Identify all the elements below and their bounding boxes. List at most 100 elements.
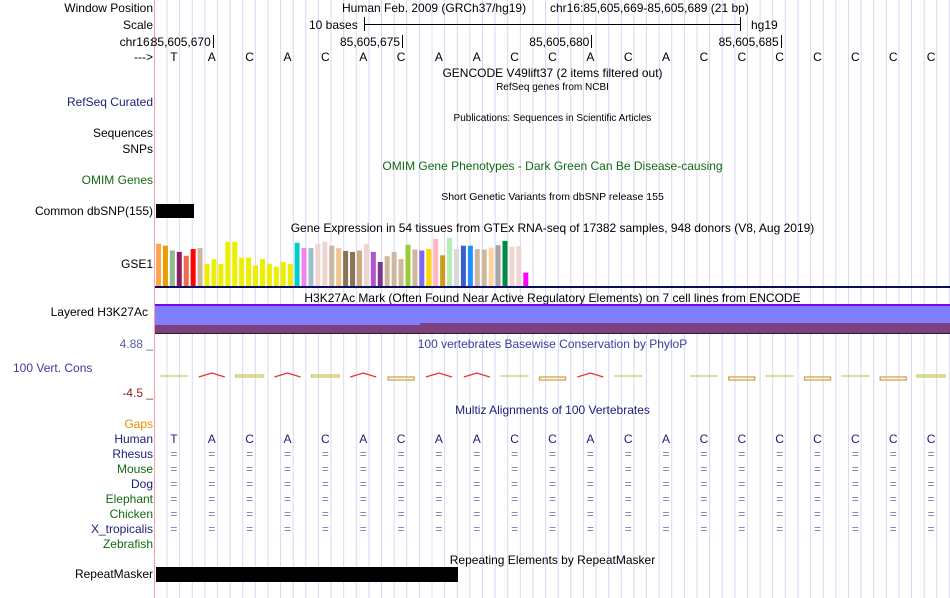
gtex-tissue-bar[interactable] (509, 246, 515, 286)
alignment-match: = (776, 462, 784, 476)
gtex-tissue-bar[interactable] (176, 251, 182, 286)
gtex-tissue-bar[interactable] (280, 262, 286, 286)
gtex-track-label[interactable]: GSE1 (120, 257, 153, 271)
gtex-tissue-bar[interactable] (266, 263, 272, 286)
gtex-tissue-bar[interactable] (218, 263, 224, 286)
gtex-tissue-bar[interactable] (516, 246, 522, 286)
dbsnp-track-title[interactable]: Short Genetic Variants from dbSNP releas… (441, 191, 664, 203)
publications-snps-label[interactable]: SNPs (122, 142, 153, 156)
gtex-tissue-bar[interactable] (356, 250, 362, 286)
gtex-tissue-bar[interactable] (412, 249, 418, 286)
alignment-match: = (662, 492, 670, 506)
alignment-match: = (851, 522, 859, 536)
gtex-tissue-bar[interactable] (294, 242, 300, 286)
gtex-tissue-bar[interactable] (502, 240, 508, 286)
gtex-tissue-bar[interactable] (197, 248, 203, 286)
gtex-tissue-bar[interactable] (495, 245, 501, 286)
cons-track-label[interactable]: 100 Vert. Cons (13, 361, 93, 375)
gtex-tissue-bar[interactable] (391, 251, 397, 286)
gtex-tissue-bar[interactable] (370, 251, 376, 286)
gtex-tissue-bar[interactable] (253, 265, 259, 286)
gtex-tissue-bar[interactable] (190, 249, 196, 286)
gtex-tissue-bar[interactable] (384, 256, 390, 286)
gtex-tissue-bar[interactable] (315, 244, 321, 286)
gtex-tissue-bar[interactable] (426, 249, 432, 286)
gtex-tissue-bar[interactable] (287, 263, 293, 286)
gtex-tissue-bar[interactable] (523, 272, 529, 286)
species-label[interactable]: Human (114, 432, 153, 446)
omim-track-title[interactable]: OMIM Gene Phenotypes - Dark Green Can Be… (382, 159, 723, 173)
gtex-tissue-bar[interactable] (481, 249, 487, 286)
gtex-tissue-bar[interactable] (336, 248, 342, 286)
gtex-tissue-bar[interactable] (447, 238, 453, 286)
species-label[interactable]: Dog (130, 477, 153, 491)
repeatmasker-feature[interactable] (156, 567, 458, 582)
gtex-tissue-bar[interactable] (460, 245, 466, 286)
gtex-tissue-bar[interactable] (350, 251, 356, 286)
h3k27ac-layer-purple-right (420, 323, 950, 333)
gtex-tissue-bar[interactable] (377, 262, 383, 286)
gtex-tissue-bar[interactable] (156, 243, 161, 286)
dbsnp-track-label[interactable]: Common dbSNP(155) (34, 204, 153, 218)
cons-track-title[interactable]: 100 vertebrates Basewise Conservation by… (417, 337, 688, 351)
gtex-tissue-bar[interactable] (405, 244, 411, 286)
gtex-tissue-bar[interactable] (343, 250, 349, 286)
h3k27ac-track-label[interactable]: Layered H3K27Ac (50, 305, 148, 319)
gtex-tissue-bar[interactable] (419, 250, 425, 286)
gtex-tissue-bar[interactable] (440, 255, 446, 286)
alignment-match: = (624, 492, 632, 506)
alignment-match: = (624, 447, 632, 461)
gtex-tissue-bar[interactable] (273, 266, 279, 286)
gtex-bar-chart[interactable] (155, 236, 950, 288)
alignment-match: = (586, 447, 594, 461)
gtex-tissue-bar[interactable] (225, 241, 231, 286)
alignment-match: = (700, 522, 708, 536)
h3k27ac-track-title[interactable]: H3K27Ac Mark (Often Found Near Active Re… (304, 291, 801, 305)
gtex-tissue-bar[interactable] (183, 255, 189, 286)
gtex-tissue-bar[interactable] (169, 250, 175, 286)
gtex-tissue-bar[interactable] (239, 257, 245, 286)
repeatmasker-track-title[interactable]: Repeating Elements by RepeatMasker (449, 553, 656, 567)
species-label[interactable]: Zebrafish (102, 537, 153, 551)
dbsnp-feature[interactable] (156, 204, 194, 218)
species-label[interactable]: X_tropicalis (90, 522, 153, 536)
multiz-track-title[interactable]: Multiz Alignments of 100 Vertebrates (455, 403, 650, 417)
gtex-tissue-bar[interactable] (363, 243, 369, 286)
gtex-tissue-bar[interactable] (474, 249, 480, 286)
alignment-match: = (321, 522, 329, 536)
publications-sequences-label[interactable]: Sequences (92, 126, 153, 140)
base: C (321, 50, 330, 64)
gtex-tissue-bar[interactable] (204, 263, 210, 286)
species-label[interactable]: Elephant (105, 492, 153, 506)
gtex-tissue-bar[interactable] (433, 238, 439, 286)
gtex-tissue-bar[interactable] (259, 259, 265, 286)
gtex-tissue-bar[interactable] (301, 248, 307, 286)
conservation-glyph (350, 372, 377, 378)
gtex-tissue-bar[interactable] (453, 249, 459, 286)
alignment-match: = (511, 477, 519, 491)
species-label[interactable]: Chicken (109, 507, 153, 521)
alignment-match: = (776, 477, 784, 491)
gtex-tissue-bar[interactable] (246, 257, 252, 286)
species-label[interactable]: Rhesus (112, 447, 153, 461)
gtex-track-title[interactable]: Gene Expression in 54 tissues from GTEx … (290, 221, 815, 235)
alignment-match: = (208, 447, 216, 461)
gtex-tissue-bar[interactable] (162, 245, 168, 286)
repeatmasker-track-label[interactable]: RepeatMasker (74, 567, 153, 581)
gtex-tissue-bar[interactable] (232, 241, 238, 286)
gtex-tissue-bar[interactable] (398, 259, 404, 286)
gencode-track-title[interactable]: GENCODE V49lift37 (2 items filtered out) (442, 66, 663, 80)
gtex-tissue-bar[interactable] (308, 248, 314, 286)
species-label[interactable]: Mouse (116, 462, 153, 476)
omim-track-label[interactable]: OMIM Genes (81, 173, 153, 187)
refseq-track-title[interactable]: RefSeq genes from NCBI (496, 82, 609, 93)
alignment-base: C (321, 432, 330, 446)
alignment-match: = (246, 477, 254, 491)
gtex-tissue-bar[interactable] (488, 247, 494, 286)
gtex-tissue-bar[interactable] (322, 241, 328, 286)
gtex-tissue-bar[interactable] (467, 245, 473, 286)
publications-track-title[interactable]: Publications: Sequences in Scientific Ar… (453, 113, 652, 124)
gtex-tissue-bar[interactable] (211, 259, 217, 286)
gtex-tissue-bar[interactable] (329, 245, 335, 286)
refseq-track-label[interactable]: RefSeq Curated (66, 95, 153, 109)
